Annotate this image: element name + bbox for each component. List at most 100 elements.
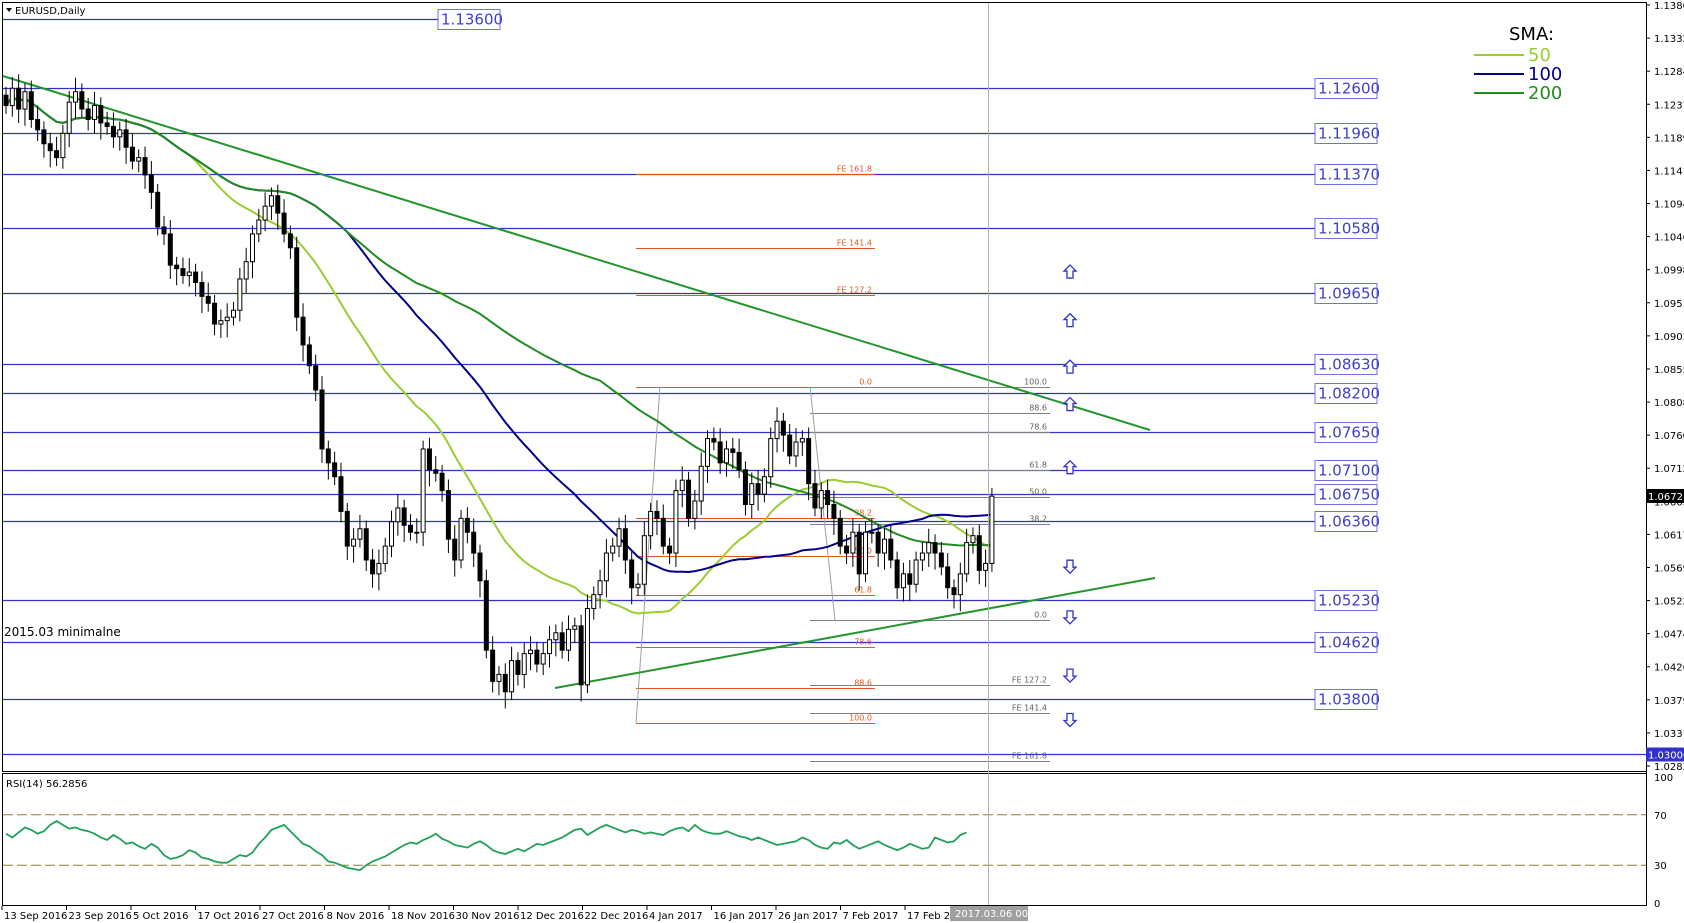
candle-bear — [875, 531, 881, 554]
candle-bull — [351, 538, 357, 547]
candle-bull — [521, 653, 527, 675]
level-label-box — [1314, 632, 1378, 653]
candle-bull — [376, 562, 382, 575]
candle-bear — [825, 490, 831, 505]
down-arrow-icon — [1062, 712, 1078, 728]
candle-bear — [180, 268, 186, 277]
cursor-time-label: 2017.03.06 00:00 — [955, 909, 1044, 920]
time-tick-label: 8 Nov 2016 — [327, 911, 385, 922]
level-label: 1.06360 — [1318, 513, 1380, 531]
fibonacci-levels: FE 161.8 FE 141.4 FE 127.2 0.0 38.2 50.0 61.8 7… — [635, 165, 1050, 762]
price-tick-label: 1.06170 — [1654, 530, 1684, 541]
rsi-line — [5, 820, 967, 872]
time-tick-label: 12 Dec 2016 — [520, 911, 584, 922]
arrow-shape — [1062, 610, 1078, 625]
candle-bear — [844, 545, 850, 554]
level-label: 1.11960 — [1318, 125, 1380, 143]
candle-bear — [439, 472, 445, 492]
candle-bull — [73, 91, 79, 103]
candle-bear — [16, 87, 22, 110]
price-tick-label: 1.03790 — [1654, 696, 1684, 707]
candle-bull — [603, 552, 609, 582]
fib-gray-label: FE 127.2 — [1012, 676, 1047, 685]
candle-bull — [565, 628, 571, 651]
fib-gray-label: 50.0 — [1029, 488, 1047, 497]
fib-red-label: 100.0 — [849, 714, 872, 723]
candle-bear — [205, 295, 211, 304]
candle-bull — [774, 420, 780, 440]
price-tick-label: 1.10940 — [1654, 200, 1684, 211]
candle-bear — [325, 448, 331, 464]
candle-bear — [407, 524, 413, 533]
candle-bear — [559, 632, 565, 651]
candle-bull — [256, 219, 262, 235]
candle-bull — [957, 573, 963, 596]
up-arrow-icon — [1062, 459, 1078, 475]
candle-bull — [509, 660, 515, 693]
candle-bear — [85, 108, 91, 120]
fib-red-anchor-line — [635, 386, 661, 724]
arrow-shape — [1062, 396, 1078, 412]
down-arrow-icon — [1062, 559, 1078, 575]
level-label-box — [1314, 78, 1378, 99]
candle-bear — [363, 528, 369, 561]
level-label: 1.03800 — [1318, 691, 1380, 709]
legend-label-100: 100 — [1528, 64, 1562, 85]
candle-bear — [660, 517, 666, 547]
time-axis: 13 Sep 2016 23 Sep 2016 5 Oct 2016 17 Oct 2… — [1, 906, 969, 922]
candle-bear — [831, 503, 837, 519]
legend-label-50: 50 — [1528, 45, 1551, 66]
level-label-box — [1314, 484, 1378, 505]
level-label-box — [1314, 383, 1378, 404]
price-tick-label: 1.08080 — [1654, 398, 1684, 409]
candle-bear — [654, 510, 660, 519]
price-tick-label: 1.04260 — [1654, 663, 1684, 674]
candle-bull — [705, 438, 711, 467]
candle-bear — [951, 587, 957, 596]
level-label-box — [1314, 218, 1378, 239]
candle-bear — [976, 535, 982, 571]
time-tick-label: 13 Sep 2016 — [4, 911, 67, 922]
level-label-box — [1314, 460, 1378, 481]
candle-bear — [932, 542, 938, 554]
price-tick-label: 1.12840 — [1654, 67, 1684, 78]
fib-gray-label: FE 161.8 — [1012, 752, 1047, 761]
candle-bear — [907, 573, 913, 585]
fib-red-label: FE 127.2 — [837, 286, 872, 295]
time-tick-label: 16 Jan 2017 — [714, 911, 774, 922]
candle-bear — [294, 247, 300, 318]
time-tick-label: 26 Jan 2017 — [778, 911, 838, 922]
candle-bear — [894, 559, 900, 589]
fib-red-label: 0.0 — [859, 378, 872, 387]
arrow-shape — [1062, 459, 1078, 475]
fib-red-label: FE 161.8 — [837, 165, 872, 174]
candle-bear — [730, 448, 736, 453]
fib-gray-label: FE 141.4 — [1012, 704, 1047, 713]
ascending-trendline — [554, 577, 1156, 689]
candle-bear — [667, 545, 673, 554]
candle-bull — [224, 316, 230, 322]
price-tick-label: 1.11890 — [1654, 133, 1684, 144]
level-label: 1.05230 — [1318, 592, 1380, 610]
candle-bull — [389, 521, 395, 547]
candle-bear — [464, 517, 470, 533]
candle-bull — [591, 594, 597, 610]
candle-bull — [268, 195, 274, 207]
minimum-annotation: 2015.03 minimalne — [4, 625, 121, 639]
level-label: 1.12600 — [1318, 80, 1380, 98]
candle-bear — [686, 479, 692, 519]
candle-bear — [41, 129, 47, 145]
level-label: 1.09650 — [1318, 285, 1380, 303]
candle-bear — [104, 122, 110, 127]
candle-bull — [964, 542, 970, 575]
level-label: 1.03000 — [1648, 751, 1684, 762]
candle-bull — [850, 531, 856, 554]
up-arrow-icon — [1062, 359, 1078, 374]
chart-menu-triangle-icon[interactable] — [6, 8, 12, 12]
candle-bull — [641, 535, 647, 585]
level-label: 1.04620 — [1318, 634, 1380, 652]
candle-bear — [483, 580, 489, 651]
candle-bear — [306, 344, 312, 367]
candle-bull — [117, 129, 123, 138]
